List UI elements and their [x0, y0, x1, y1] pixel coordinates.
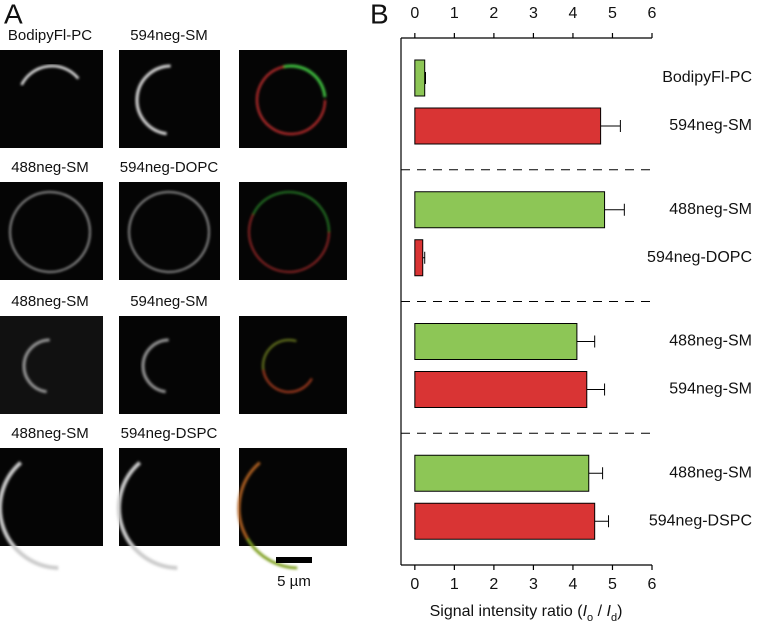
membrane — [135, 64, 171, 136]
image-label: 594neg-SM — [130, 293, 208, 310]
membrane — [237, 461, 261, 540]
vesicle — [9, 191, 91, 273]
x-tick-label: 0 — [410, 5, 419, 22]
x-axis-title-part: Signal intensity ratio ( — [430, 603, 584, 620]
x-axis-title-part: d — [611, 612, 617, 624]
micrograph — [239, 448, 347, 546]
micrograph — [0, 448, 103, 546]
membrane — [22, 338, 50, 394]
micrograph — [0, 182, 103, 280]
vesicle — [20, 64, 80, 86]
x-tick-label: 5 — [608, 576, 617, 593]
micrograph — [239, 182, 347, 280]
micrograph — [119, 316, 220, 414]
vesicle — [248, 191, 330, 273]
x-tick-label: 2 — [489, 5, 498, 22]
x-tick-label: 2 — [489, 576, 498, 593]
bar — [414, 107, 602, 145]
membrane — [248, 213, 330, 273]
micrograph — [239, 316, 347, 414]
panel-label: A — [4, 0, 23, 29]
vesicle — [0, 461, 59, 570]
category-label: 488neg-SM — [669, 201, 752, 218]
image-label: 488neg-SM — [11, 159, 89, 176]
vesicle — [237, 461, 298, 570]
membrane — [256, 65, 326, 135]
x-axis-title: Signal intensity ratio (Io / Id) — [430, 603, 623, 624]
x-tick-label: 3 — [529, 5, 538, 22]
vesicle — [256, 64, 327, 135]
vesicle — [262, 339, 313, 393]
micrograph — [0, 316, 103, 414]
bar — [414, 371, 588, 408]
x-tick-label: 1 — [450, 576, 459, 593]
micrograph — [119, 448, 220, 546]
x-tick-label: 1 — [450, 5, 459, 22]
x-axis-title-part: o — [587, 612, 593, 624]
image-label: 488neg-SM — [11, 293, 89, 310]
bar — [414, 454, 590, 492]
membrane — [20, 64, 80, 86]
image-label: 488neg-SM — [11, 425, 89, 442]
bar — [414, 59, 426, 97]
category-label: BodipyFl-PC — [662, 69, 752, 86]
x-tick-label: 4 — [568, 576, 577, 593]
x-axis-title-part: I — [606, 603, 611, 620]
category-label: 594neg-SM — [669, 117, 752, 134]
x-tick-label: 6 — [648, 5, 657, 22]
category-label: 488neg-SM — [669, 333, 752, 350]
micrographs — [0, 50, 347, 570]
panel-label: B — [370, 0, 389, 29]
x-axis-title-part: ) — [617, 603, 622, 620]
vesicle — [141, 338, 169, 394]
bar — [414, 323, 578, 360]
bar — [414, 502, 596, 540]
x-tick-label: 0 — [410, 576, 419, 593]
vesicle — [117, 461, 178, 570]
vesicle — [128, 191, 210, 273]
bar — [414, 239, 424, 277]
category-label: 488neg-SM — [669, 464, 752, 481]
membrane — [117, 461, 178, 570]
x-tick-label: 6 — [648, 576, 657, 593]
membrane — [262, 339, 297, 370]
x-axis-title-part: / — [593, 603, 606, 620]
membrane — [262, 369, 313, 393]
vesicle — [22, 338, 50, 394]
scale-bar-label: 5 µm — [277, 573, 311, 590]
membrane — [0, 461, 59, 570]
membrane — [141, 338, 169, 394]
category-label: 594neg-DOPC — [647, 249, 752, 266]
category-label: 594neg-SM — [669, 381, 752, 398]
x-tick-label: 5 — [608, 5, 617, 22]
vesicle — [135, 64, 171, 136]
membrane — [283, 64, 327, 98]
x-tick-label: 4 — [568, 5, 577, 22]
image-label: 594neg-SM — [130, 27, 208, 44]
membrane — [246, 538, 298, 570]
micrograph — [119, 182, 220, 280]
bar — [414, 191, 606, 229]
x-axis-title-part: I — [583, 603, 588, 620]
category-label: 594neg-DSPC — [649, 512, 752, 529]
micrograph — [0, 50, 103, 148]
x-tick-label: 3 — [529, 576, 538, 593]
membrane — [252, 191, 330, 232]
membrane — [9, 191, 91, 273]
image-label: 594neg-DOPC — [120, 159, 219, 176]
membrane — [128, 191, 210, 273]
image-label: BodipyFl-PC — [8, 27, 92, 44]
image-label: 594neg-DSPC — [121, 425, 218, 442]
